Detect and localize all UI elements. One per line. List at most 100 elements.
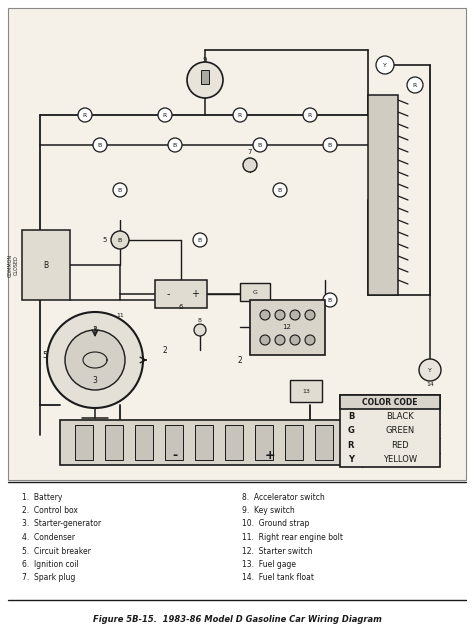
Text: 1.  Battery: 1. Battery [22,493,63,502]
Text: 12: 12 [283,324,292,330]
Text: +: + [264,448,275,462]
Text: YELLOW: YELLOW [383,455,417,464]
Bar [285,425,303,460]
Text: 10.  Ground strap: 10. Ground strap [242,520,310,529]
Circle shape [187,62,223,98]
Bar [155,280,207,308]
Circle shape [273,183,287,197]
Bar [22,230,70,300]
Circle shape [194,324,206,336]
Text: GREEN: GREEN [385,426,415,435]
Circle shape [407,77,423,93]
Text: Y: Y [383,62,387,68]
Text: B: B [258,142,262,147]
Circle shape [168,138,182,152]
Circle shape [290,335,300,345]
Text: 13.  Fuel gage: 13. Fuel gage [242,560,296,569]
Circle shape [290,310,300,320]
Text: 9: 9 [203,57,207,63]
Text: RED: RED [391,440,409,450]
Circle shape [376,56,394,74]
Text: 4: 4 [253,301,257,307]
Circle shape [305,310,315,320]
Text: 14.  Fuel tank float: 14. Fuel tank float [242,574,314,583]
Text: 2.  Control box: 2. Control box [22,506,78,515]
Circle shape [419,359,441,381]
Text: 14: 14 [426,381,434,386]
Bar [315,425,333,460]
Text: B: B [173,142,177,147]
Circle shape [323,293,337,307]
Text: 7.  Spark plug: 7. Spark plug [22,574,75,583]
Circle shape [275,310,285,320]
Text: R: R [348,440,354,450]
Circle shape [65,330,125,390]
Circle shape [158,108,172,122]
Circle shape [78,108,92,122]
Circle shape [193,233,207,247]
Circle shape [323,138,337,152]
Circle shape [303,108,317,122]
Text: 5: 5 [43,350,47,359]
Circle shape [253,138,267,152]
Bar [368,95,398,295]
Text: -: - [166,289,170,299]
Circle shape [260,335,270,345]
Bar [105,425,123,460]
Bar [135,425,153,460]
Bar [165,425,183,460]
Text: 3.  Starter-generator: 3. Starter-generator [22,520,101,529]
Bar [60,420,350,465]
Bar [225,425,243,460]
Text: 5.  Circuit breaker: 5. Circuit breaker [22,547,91,556]
Bar [290,380,322,402]
Text: B: B [98,142,102,147]
Bar [75,425,93,460]
Bar [340,395,440,409]
Text: R: R [163,113,167,117]
Text: 11: 11 [116,312,124,317]
Text: 4.  Condenser: 4. Condenser [22,533,75,542]
Text: 8: 8 [198,317,202,323]
Text: 8.  Accelerator switch: 8. Accelerator switch [242,493,325,502]
Text: Y: Y [348,455,354,464]
Bar [250,300,325,355]
Text: R: R [413,82,417,88]
Text: B: B [328,298,332,303]
Text: 6: 6 [179,304,183,310]
Text: CLOSED: CLOSED [13,255,18,275]
Text: COLOR CODE: COLOR CODE [362,397,418,406]
Bar [240,283,270,301]
Circle shape [305,335,315,345]
Text: B: B [278,187,282,193]
Bar [195,425,213,460]
Text: -: - [173,448,178,462]
Text: G: G [253,290,257,294]
Text: BLACK: BLACK [386,412,414,421]
Bar [255,425,273,460]
Text: R: R [308,113,312,117]
Text: B: B [118,238,122,243]
Text: R: R [83,113,87,117]
Text: 11.  Right rear engine bolt: 11. Right rear engine bolt [242,533,343,542]
Text: 3: 3 [92,325,98,334]
Circle shape [243,158,257,172]
Bar [201,70,209,84]
Circle shape [47,312,143,408]
Text: R: R [238,113,242,117]
Text: COMMON: COMMON [8,254,12,276]
Text: G: G [347,426,355,435]
Text: 13: 13 [302,388,310,393]
Bar [340,395,440,467]
Circle shape [93,138,107,152]
Text: B: B [198,238,202,243]
Text: B: B [348,412,354,421]
Text: B: B [118,187,122,193]
Text: B: B [328,142,332,147]
Text: +: + [191,289,199,299]
Circle shape [275,335,285,345]
Text: 2: 2 [163,345,167,354]
Text: Figure 5B-15.  1983-86 Model D Gasoline Car Wiring Diagram: Figure 5B-15. 1983-86 Model D Gasoline C… [92,616,382,625]
Text: Y: Y [428,368,432,372]
Text: 7: 7 [248,149,252,155]
